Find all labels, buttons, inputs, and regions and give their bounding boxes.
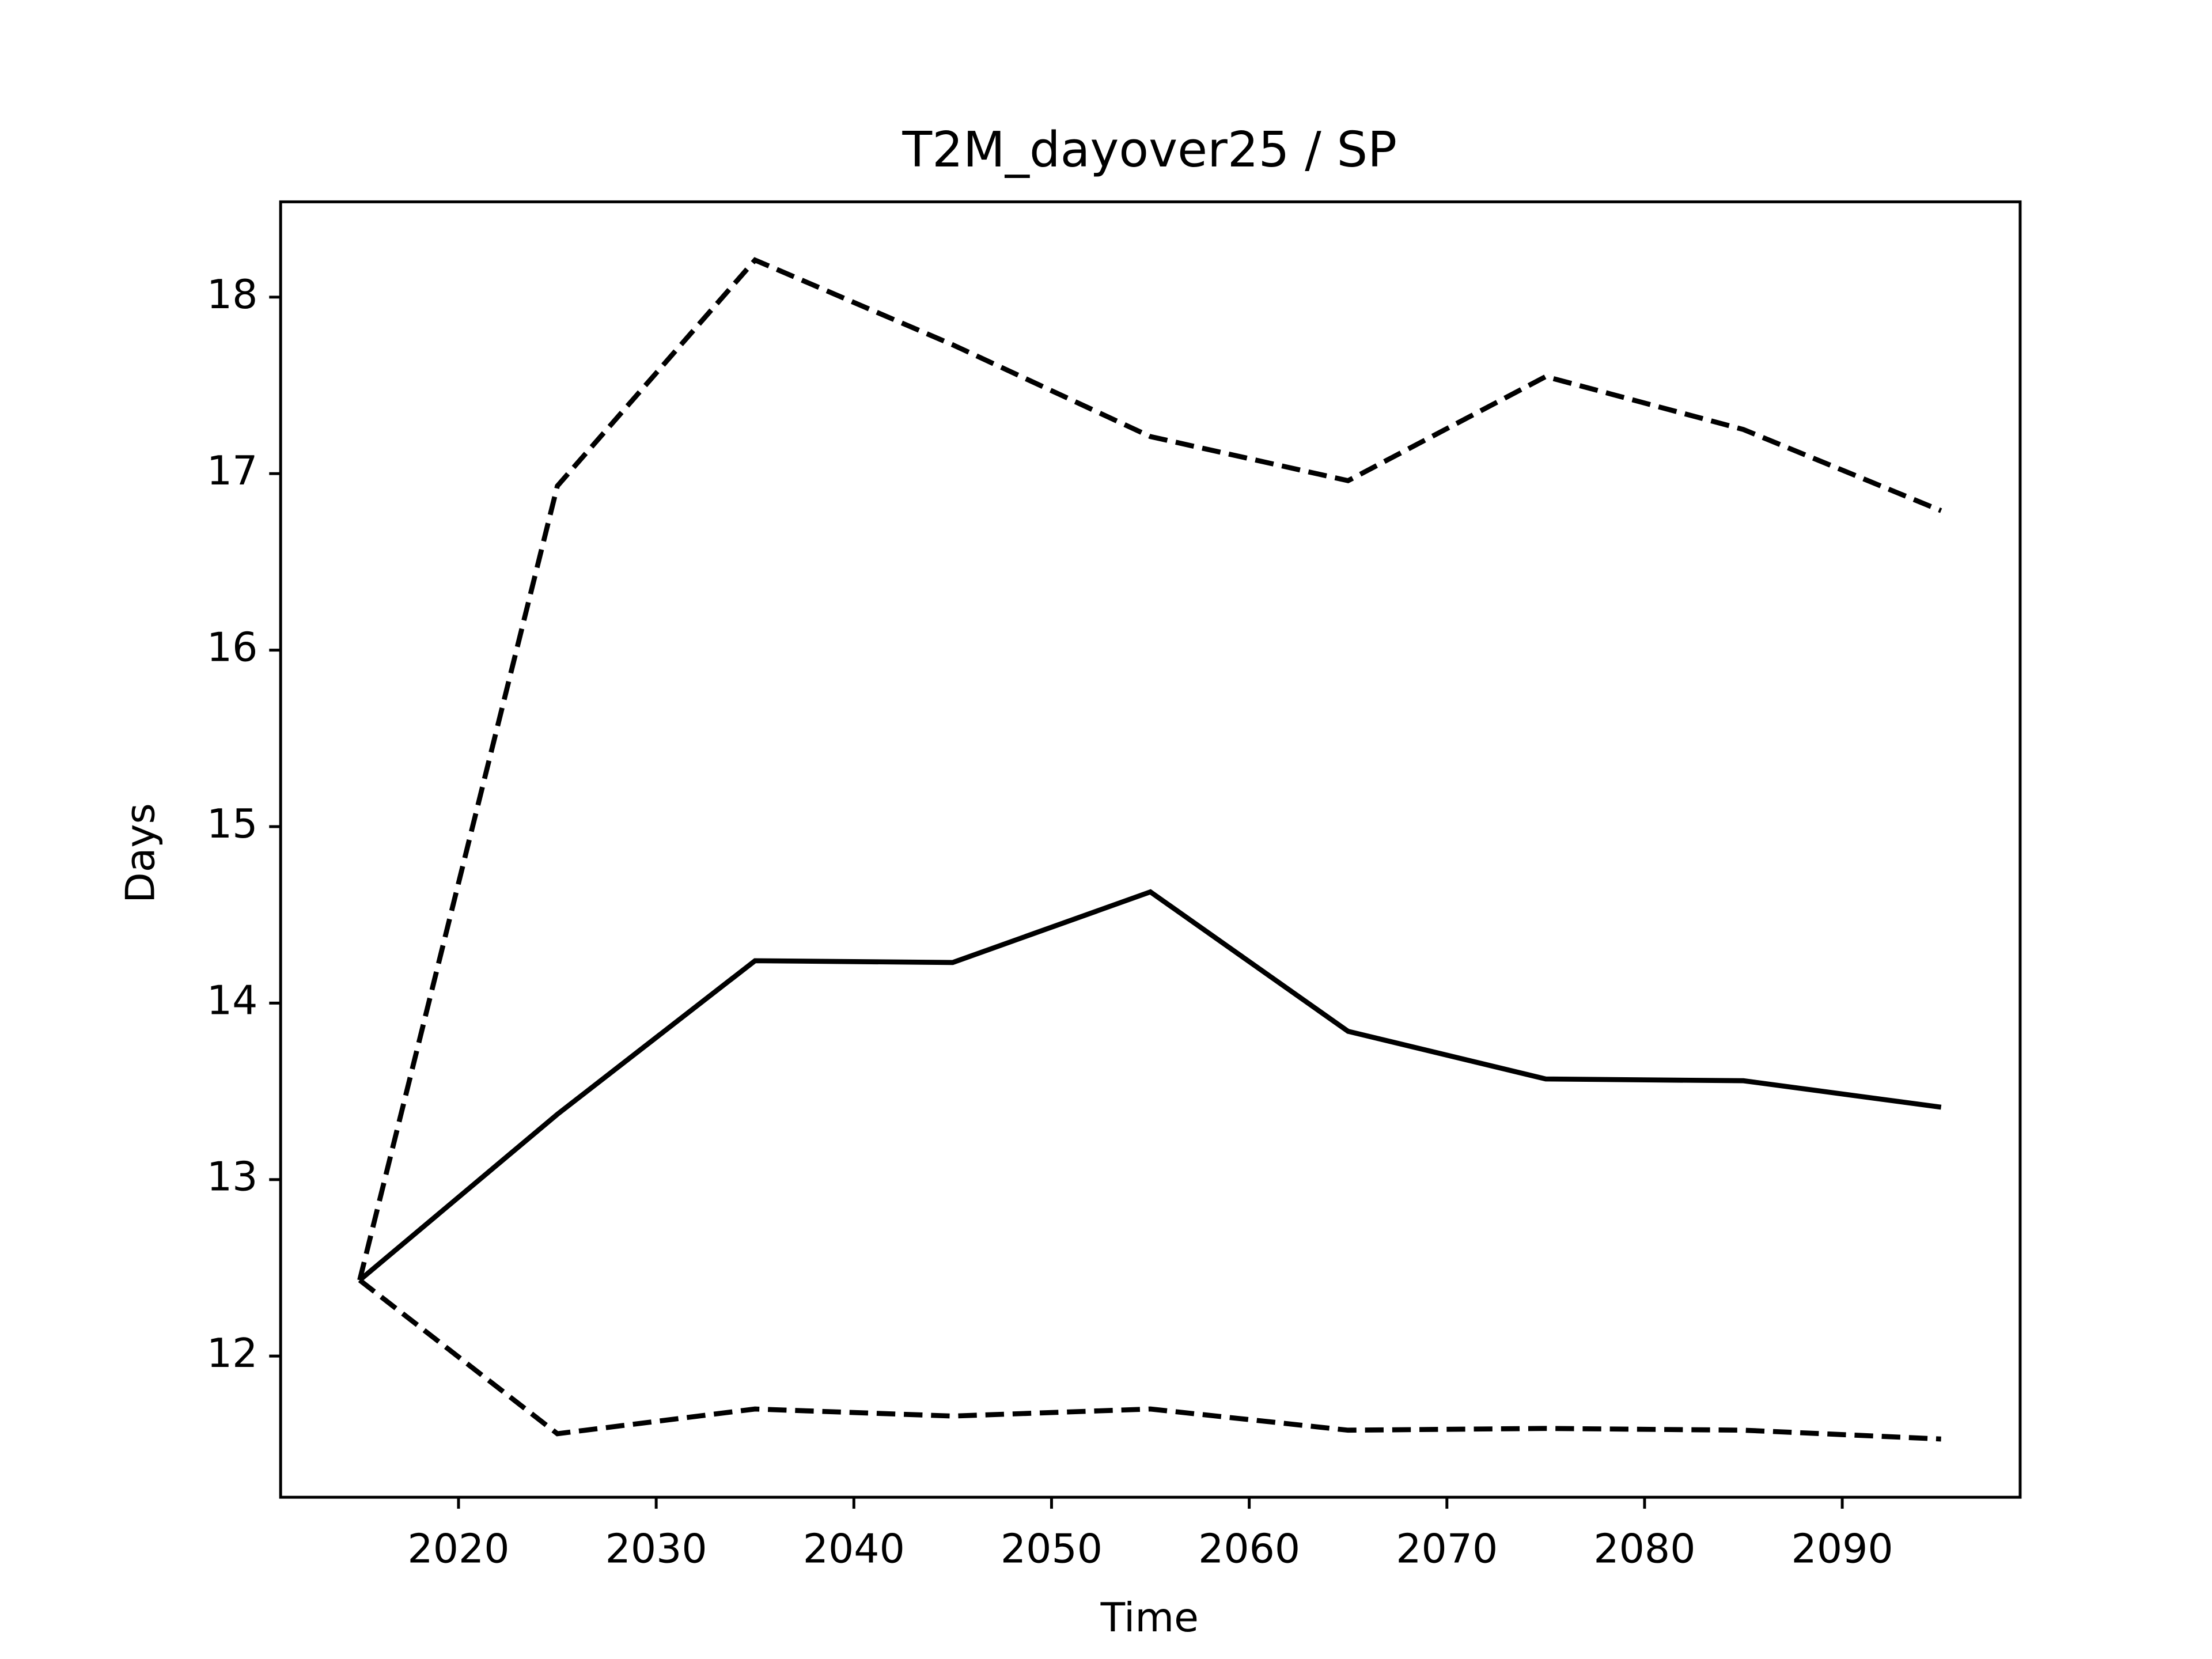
y-tick-label: 16: [207, 624, 258, 671]
y-tick-label: 17: [207, 448, 258, 494]
data-line: [358, 1278, 1941, 1442]
x-tick-label: 2070: [1396, 1526, 1498, 1573]
data-line: [357, 257, 1942, 1281]
y-tick-label: 15: [207, 801, 258, 847]
y-axis-label: Days: [118, 803, 164, 903]
x-axis-label: Time: [1100, 1594, 1199, 1641]
x-tick-label: 2050: [1001, 1526, 1103, 1573]
x-tick-label: 2040: [803, 1526, 905, 1573]
data-line: [358, 889, 1942, 1282]
x-tick-label: 2030: [605, 1526, 707, 1573]
x-tick-label: 2090: [1791, 1526, 1893, 1573]
x-tick-label: 2080: [1593, 1526, 1695, 1573]
y-tick-label: 18: [207, 271, 258, 318]
y-tick-label: 12: [207, 1330, 258, 1377]
plot-frame: [279, 200, 2022, 1499]
y-tick-label: 14: [207, 977, 258, 1024]
chart-title: T2M_dayover25 / SP: [902, 122, 1397, 178]
y-tick-label: 13: [207, 1154, 258, 1200]
x-tick-label: 2020: [407, 1526, 509, 1573]
x-tick-label: 2060: [1198, 1526, 1300, 1573]
